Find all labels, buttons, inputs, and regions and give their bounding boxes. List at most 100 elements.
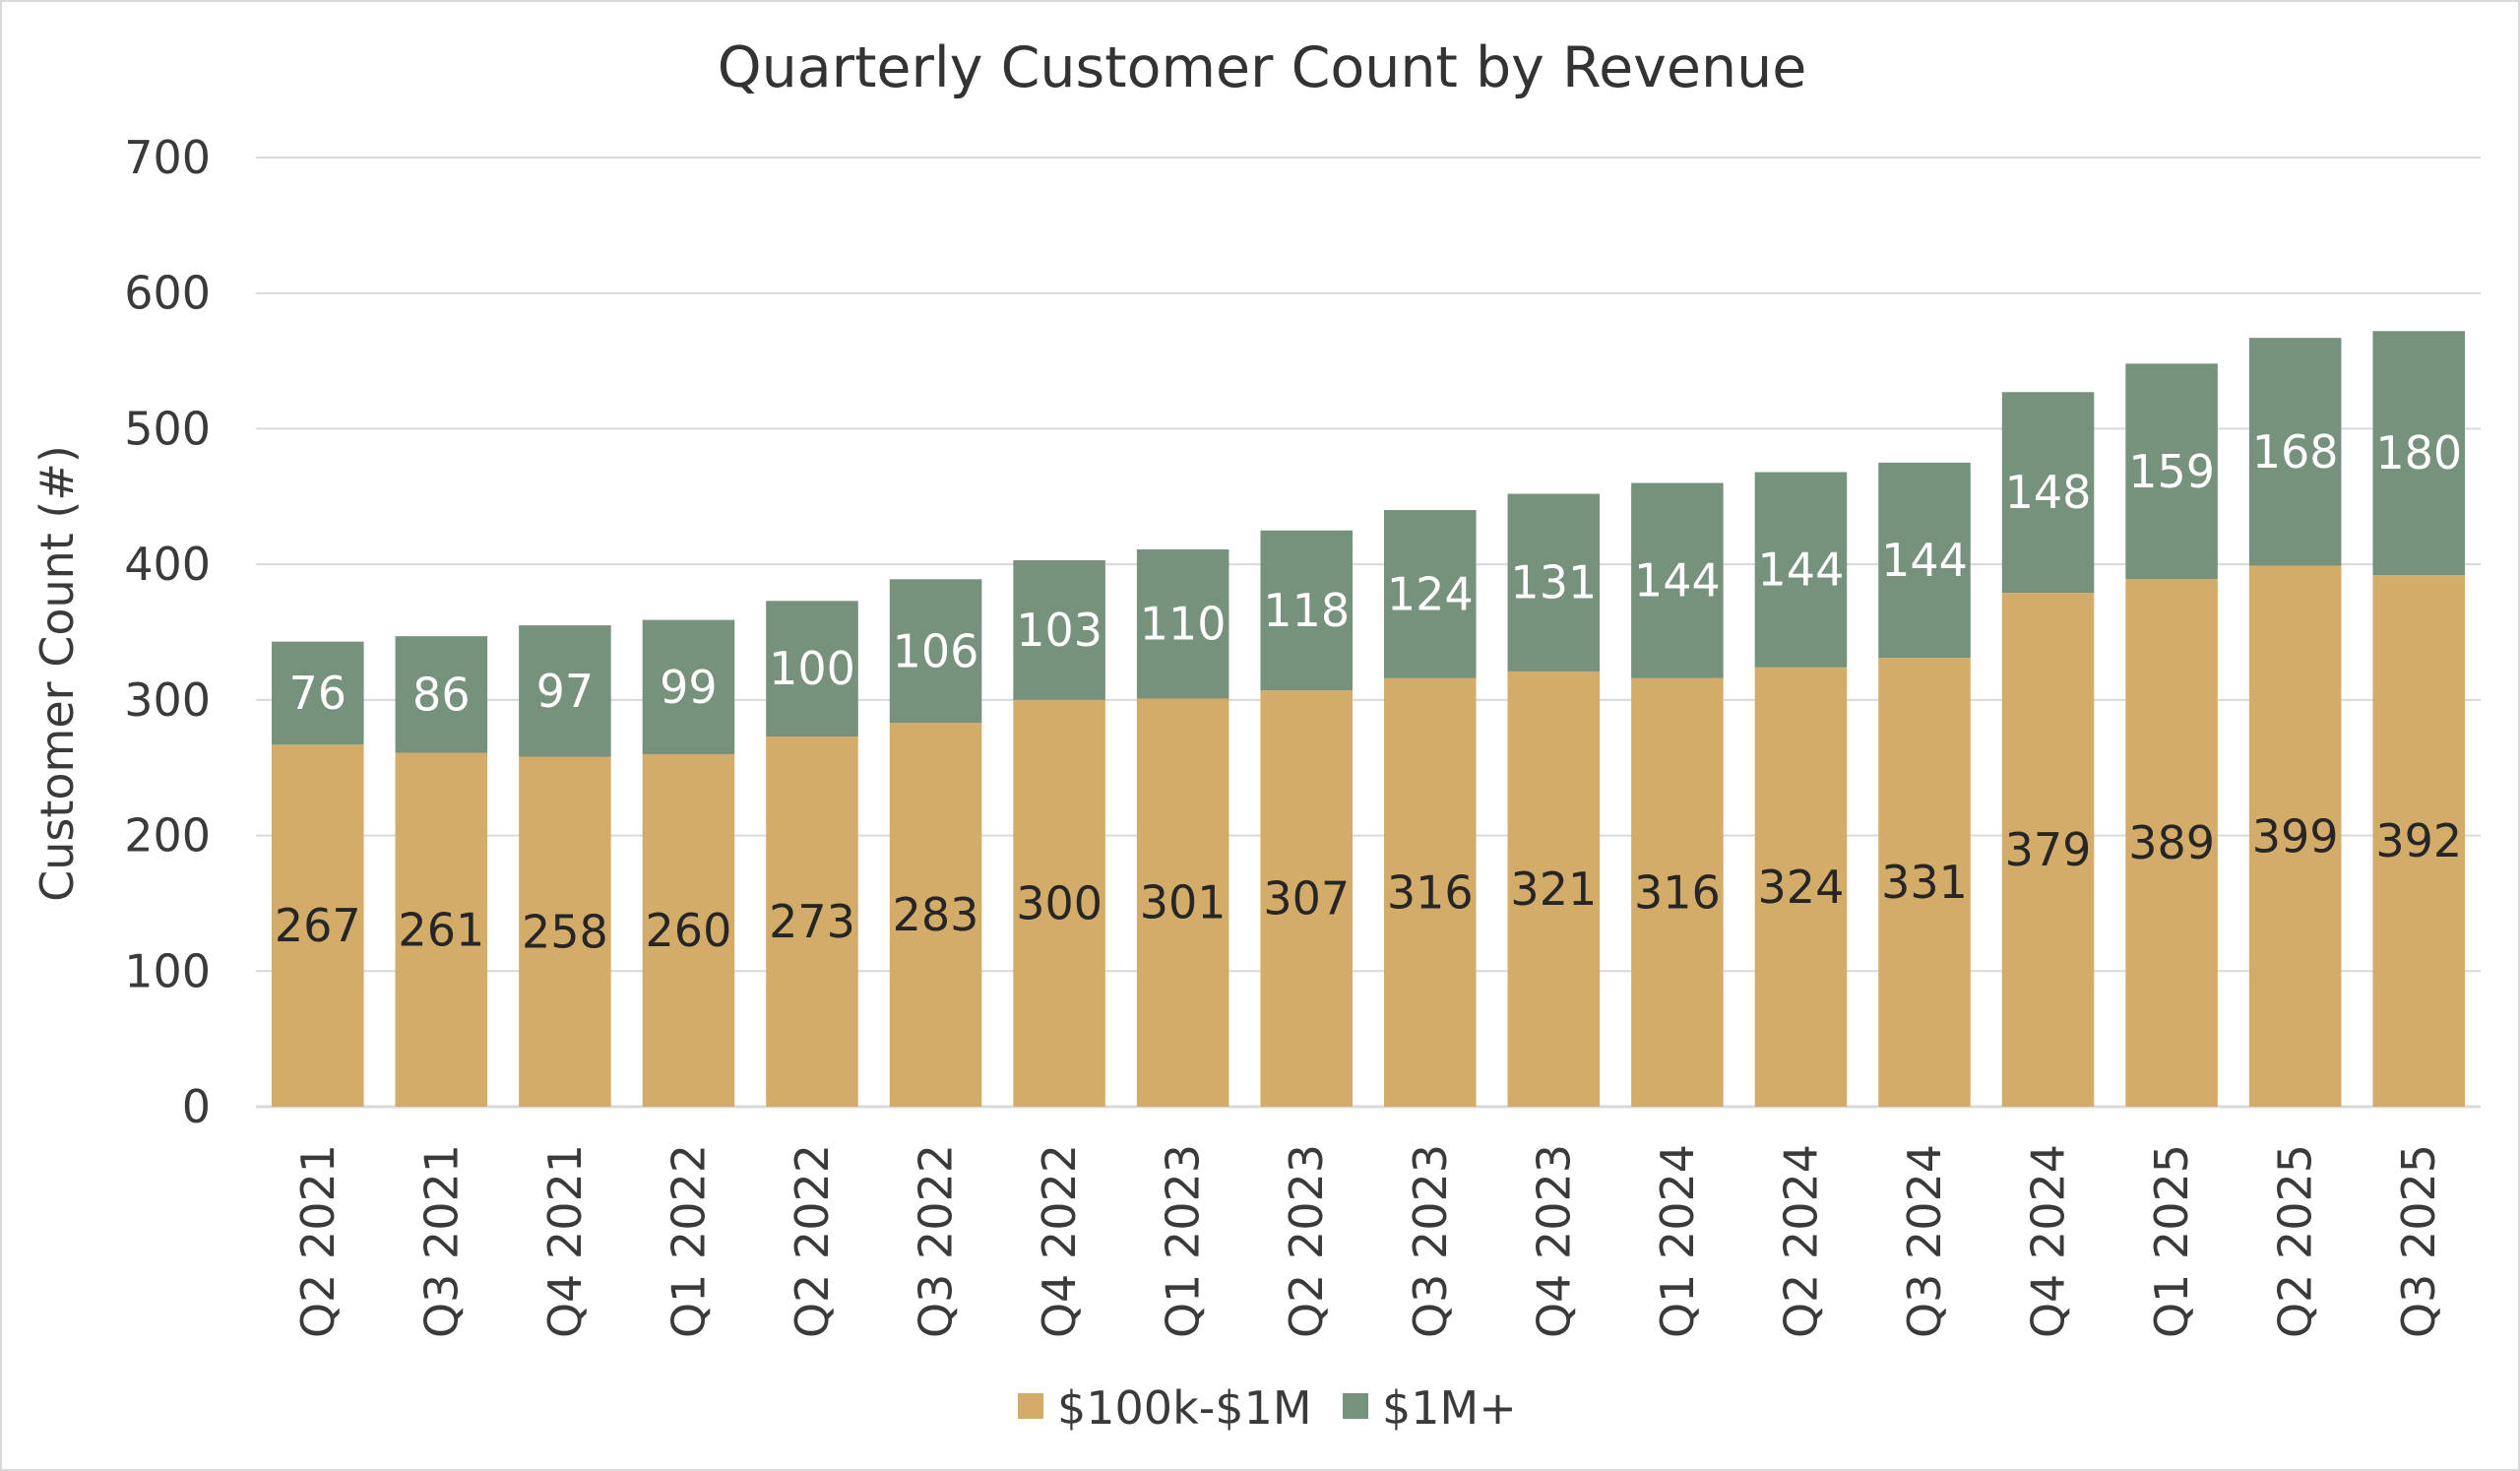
data-label: 100 [769, 642, 855, 695]
data-label: 316 [1387, 865, 1474, 919]
data-labels: 267 76 261 86 258 97 260 99 273 100 283 106 300 103 30… [275, 425, 2462, 959]
y-tick-label: 500 [124, 402, 211, 455]
bar-segment-1m-plus [642, 619, 735, 754]
x-tick-label: Q2 2023 [1280, 1144, 1333, 1338]
bar-segment-1m-plus [272, 641, 364, 745]
data-label: 168 [2252, 425, 2339, 479]
bar-segment-100k-1m [1260, 690, 1353, 1107]
data-label: 273 [769, 895, 855, 948]
bar-segment-1m-plus [1507, 493, 1601, 672]
data-label: 159 [2128, 445, 2215, 498]
bar-segment-1m-plus [889, 579, 982, 724]
chart-title: Quarterly Customer Count by Revenue [718, 35, 1807, 100]
y-tick-label: 100 [124, 944, 211, 997]
bar-segment-1m-plus [1013, 560, 1105, 700]
x-tick-label: Q1 2024 [1651, 1144, 1704, 1338]
data-label: 258 [522, 905, 608, 958]
x-tick-label: Q1 2022 [662, 1144, 715, 1338]
bar-segment-1m-plus [1384, 510, 1477, 678]
data-label: 106 [893, 624, 979, 677]
data-label: 144 [1758, 544, 1845, 597]
x-tick-label: Q4 2023 [1527, 1144, 1580, 1338]
bars [272, 331, 2465, 1107]
data-label: 321 [1510, 863, 1597, 916]
data-label: 324 [1758, 861, 1845, 914]
x-tick-label: Q1 2023 [1157, 1144, 1210, 1338]
bar-segment-1m-plus [2372, 331, 2465, 576]
bar-segment-1m-plus [766, 601, 858, 737]
x-axis-ticks: Q2 2021 Q3 2021 Q4 2021 Q1 2022 Q2 2022 Q3 20… [291, 1144, 2445, 1338]
bar-segment-100k-1m [1507, 671, 1601, 1107]
x-tick-label: Q3 2025 [2392, 1144, 2445, 1338]
legend[interactable]: $100k-$1M $1M+ [1018, 1381, 1517, 1435]
data-label: 307 [1263, 872, 1350, 926]
bar-segment-1m-plus [1136, 548, 1229, 699]
data-label: 180 [2375, 426, 2462, 480]
y-axis-label: Customer Count (#) [31, 445, 84, 902]
legend-label: $100k-$1M [1057, 1381, 1312, 1435]
x-tick-label: Q3 2024 [1898, 1144, 1951, 1338]
x-tick-label: Q2 2025 [2269, 1144, 2322, 1338]
bar-segment-100k-1m [395, 752, 488, 1107]
bar-segment-1m-plus [1260, 530, 1353, 691]
data-label: 260 [646, 904, 732, 957]
bar-segment-100k-1m [1631, 677, 1724, 1107]
x-tick-label: Q2 2024 [1774, 1144, 1827, 1338]
data-label: 399 [2252, 809, 2339, 863]
data-label: 124 [1387, 567, 1474, 620]
data-label: 316 [1634, 865, 1721, 919]
x-tick-label: Q4 2022 [1033, 1144, 1086, 1338]
legend-item-1m-plus[interactable]: $1M+ [1343, 1381, 1517, 1435]
y-tick-label: 300 [124, 673, 211, 727]
legend-swatch [1018, 1393, 1043, 1419]
bar-segment-100k-1m [889, 723, 982, 1107]
data-label: 144 [1634, 554, 1721, 608]
x-tick-label: Q3 2021 [414, 1144, 468, 1338]
data-label: 392 [2375, 814, 2462, 867]
bar-segment-100k-1m [1136, 698, 1229, 1107]
x-tick-label: Q2 2022 [786, 1144, 839, 1338]
y-tick-label: 700 [124, 131, 211, 184]
bar-segment-100k-1m [1878, 658, 1971, 1107]
x-tick-label: Q1 2025 [2145, 1144, 2198, 1338]
data-label: 267 [275, 899, 361, 952]
y-tick-label: 600 [124, 267, 211, 320]
x-tick-label: Q2 2021 [291, 1144, 345, 1338]
legend-item-100k-1m[interactable]: $100k-$1M [1018, 1381, 1312, 1435]
bar-segment-100k-1m [272, 744, 364, 1107]
gridlines [256, 157, 2481, 1109]
bar-segment-100k-1m [2372, 575, 2465, 1107]
bar-segment-1m-plus [1878, 462, 1971, 659]
data-label: 300 [1016, 876, 1102, 929]
legend-swatch [1343, 1393, 1368, 1419]
bar-segment-1m-plus [1754, 472, 1848, 668]
bar-segment-100k-1m [519, 756, 611, 1107]
data-label: 261 [398, 903, 484, 956]
data-label: 118 [1263, 584, 1350, 637]
y-tick-label: 400 [124, 538, 211, 591]
bar-segment-1m-plus [2248, 338, 2342, 566]
bar-segment-1m-plus [519, 625, 611, 757]
bar-segment-1m-plus [2001, 392, 2095, 594]
y-tick-label: 200 [124, 809, 211, 863]
data-label: 144 [1881, 534, 1968, 587]
y-tick-label: 0 [182, 1080, 211, 1133]
data-label: 283 [893, 888, 979, 941]
y-axis-ticks: 0 100 200 300 400 500 600 700 [124, 131, 211, 1133]
bar-segment-100k-1m [642, 753, 735, 1107]
x-tick-label: Q3 2022 [910, 1144, 963, 1338]
x-tick-label: Q3 2023 [1404, 1144, 1457, 1338]
bar-segment-1m-plus [1631, 482, 1724, 678]
bar-segment-100k-1m [2248, 565, 2342, 1107]
bar-segment-100k-1m [766, 736, 858, 1107]
bar-segment-100k-1m [2125, 579, 2218, 1107]
data-label: 110 [1140, 598, 1227, 651]
data-label: 379 [2005, 823, 2092, 876]
data-label: 301 [1140, 876, 1227, 929]
data-label: 103 [1016, 604, 1102, 657]
bar-segment-1m-plus [395, 636, 488, 753]
bar-segment-100k-1m [1013, 699, 1105, 1107]
data-label: 389 [2128, 816, 2215, 869]
data-label: 331 [1881, 856, 1968, 909]
